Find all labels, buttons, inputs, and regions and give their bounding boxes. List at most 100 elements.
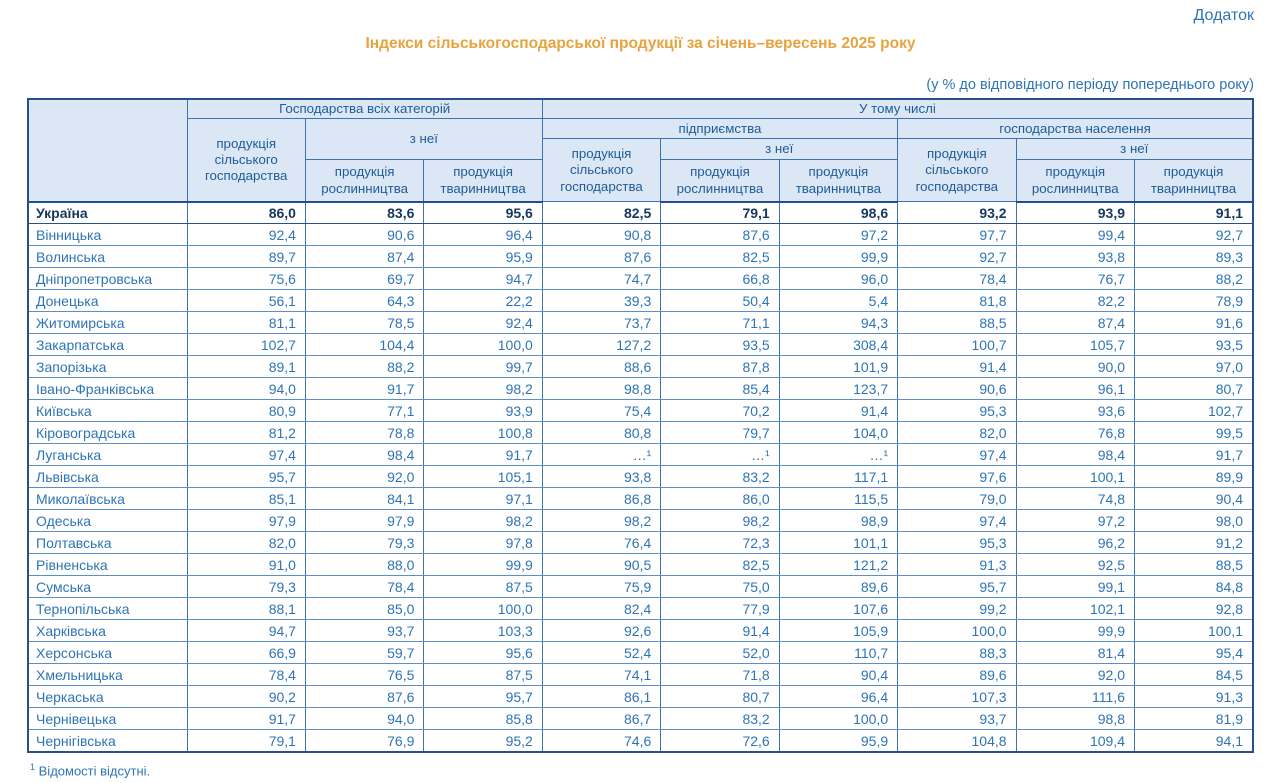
region-cell: Запорізька	[27, 355, 188, 379]
footnote-marker: 1	[30, 761, 36, 772]
value-cell: 79,3	[186, 575, 306, 599]
value-cell: 105,7	[1015, 333, 1136, 357]
value-cell: 91,6	[1134, 311, 1254, 335]
units-note: (у % до відповідного періоду попередньог…	[926, 77, 1254, 93]
value-cell: 93,7	[897, 707, 1017, 731]
value-cell: 99,7	[423, 355, 543, 379]
value-cell: 94,7	[186, 619, 306, 643]
value-cell: 90,8	[541, 223, 662, 247]
value-cell: 97,8	[423, 531, 543, 555]
region-cell: Закарпатська	[27, 333, 188, 357]
value-cell: 87,5	[423, 575, 543, 599]
value-cell: 94,0	[186, 377, 306, 401]
value-cell: 95,9	[423, 245, 543, 269]
value-cell: 92,8	[1134, 597, 1254, 621]
value-cell: 101,1	[778, 531, 899, 555]
value-cell: 97,9	[304, 509, 425, 533]
value-cell: 99,9	[778, 245, 899, 269]
region-cell: Дніпропетровська	[27, 267, 188, 291]
region-cell: Львівська	[27, 465, 188, 489]
indices-table: Господарства всіх категорій У тому числі…	[27, 98, 1254, 753]
value-cell: 78,8	[304, 421, 425, 445]
value-cell: 64,3	[304, 289, 425, 313]
value-cell: 74,6	[541, 729, 662, 753]
table-row: Харківська 94,7 93,7 103,3 92,6 91,4 105,9 100,…	[27, 619, 1254, 643]
header-ent-agri-production: продукція сільського господарства	[541, 138, 662, 203]
value-cell: 93,7	[304, 619, 425, 643]
value-cell: 100,0	[423, 597, 543, 621]
value-cell: 52,4	[541, 641, 662, 665]
value-cell: 50,4	[660, 289, 780, 313]
value-cell: 105,9	[778, 619, 899, 643]
header-all-categories: Господарства всіх категорій	[186, 98, 543, 120]
region-cell: Волинська	[27, 245, 188, 269]
value-cell: 91,7	[1134, 443, 1254, 467]
header-all-of-which: з неї	[304, 118, 543, 161]
table-row: Полтавська 82,0 79,3 97,8 76,4 72,3 101,1 95,3 9…	[27, 531, 1254, 555]
value-cell: 104,8	[897, 729, 1017, 753]
value-cell: 91,4	[778, 399, 899, 423]
value-cell: 81,8	[897, 289, 1017, 313]
value-cell: 91,2	[1134, 531, 1254, 555]
value-cell: 99,9	[1015, 619, 1136, 643]
value-cell: 97,4	[897, 509, 1017, 533]
value-cell: 86,0	[660, 487, 780, 511]
value-cell: 72,3	[660, 531, 780, 555]
value-cell: 97,9	[186, 509, 306, 533]
region-cell: Київська	[27, 399, 188, 423]
value-cell: 90,6	[897, 377, 1017, 401]
value-cell: 83,2	[660, 707, 780, 731]
value-cell: 100,0	[423, 333, 543, 357]
value-cell: 87,8	[660, 355, 780, 379]
value-cell: 91,4	[897, 355, 1017, 379]
header-hh-agri-production: продукція сільського господарства	[897, 138, 1017, 203]
value-cell: 91,3	[897, 553, 1017, 577]
region-cell: Чернівецька	[27, 707, 188, 731]
value-cell: 98,4	[304, 443, 425, 467]
value-cell: 86,0	[186, 201, 306, 225]
footnote-text: Відомості відсутні.	[38, 763, 151, 779]
value-cell: 92,0	[304, 465, 425, 489]
value-cell: 56,1	[186, 289, 306, 313]
table-row: Запорізька 89,1 88,2 99,7 88,6 87,8 101,9 91,4 9…	[27, 355, 1254, 379]
value-cell: 80,7	[660, 685, 780, 709]
value-cell: 92,0	[1015, 663, 1136, 687]
table-row: Київська 80,9 77,1 93,9 75,4 70,2 91,4 95,3 93,6…	[27, 399, 1254, 423]
header-enterprises: підприємства	[541, 118, 899, 140]
value-cell: 89,7	[186, 245, 306, 269]
value-cell: 93,8	[1015, 245, 1136, 269]
value-cell: 78,9	[1134, 289, 1254, 313]
value-cell: 107,6	[778, 597, 899, 621]
value-cell: 97,6	[897, 465, 1017, 489]
value-cell: 107,3	[897, 685, 1017, 709]
value-cell: 77,1	[304, 399, 425, 423]
value-cell: 97,7	[897, 223, 1017, 247]
region-cell: Миколаївська	[27, 487, 188, 511]
table-row: Чернігівська 79,1 76,9 95,2 74,6 72,6 95,9 104,…	[27, 729, 1254, 753]
value-cell: 85,0	[304, 597, 425, 621]
table-row: Дніпропетровська 75,6 69,7 94,7 74,7 66,8 96,0…	[27, 267, 1254, 291]
table-row: Одеська 97,9 97,9 98,2 98,2 98,2 98,9 97,4 97,2 9…	[27, 509, 1254, 533]
value-cell: 82,4	[541, 597, 662, 621]
table-row: Чернівецька 91,7 94,0 85,8 86,7 83,2 100,0 93,7…	[27, 707, 1254, 731]
value-cell: 103,3	[423, 619, 543, 643]
value-cell: 95,7	[186, 465, 306, 489]
value-cell: 97,2	[778, 223, 899, 247]
value-cell: 97,4	[186, 443, 306, 467]
value-cell: 96,4	[423, 223, 543, 247]
value-cell: 96,4	[778, 685, 899, 709]
value-cell: 76,8	[1015, 421, 1136, 445]
value-cell: 98,8	[541, 377, 662, 401]
header-all-crop: продукція рослинництва	[304, 159, 425, 203]
region-cell: Харківська	[27, 619, 188, 643]
value-cell: 81,9	[1134, 707, 1254, 731]
value-cell: 82,2	[1015, 289, 1136, 313]
value-cell: 39,3	[541, 289, 662, 313]
value-cell: 100,0	[897, 619, 1017, 643]
value-cell: 89,9	[1134, 465, 1254, 489]
table-row: Волинська 89,7 87,4 95,9 87,6 82,5 99,9 92,7 93,…	[27, 245, 1254, 269]
value-cell: 79,0	[897, 487, 1017, 511]
value-cell: 83,2	[660, 465, 780, 489]
value-cell: 100,7	[897, 333, 1017, 357]
value-cell: 90,5	[541, 553, 662, 577]
